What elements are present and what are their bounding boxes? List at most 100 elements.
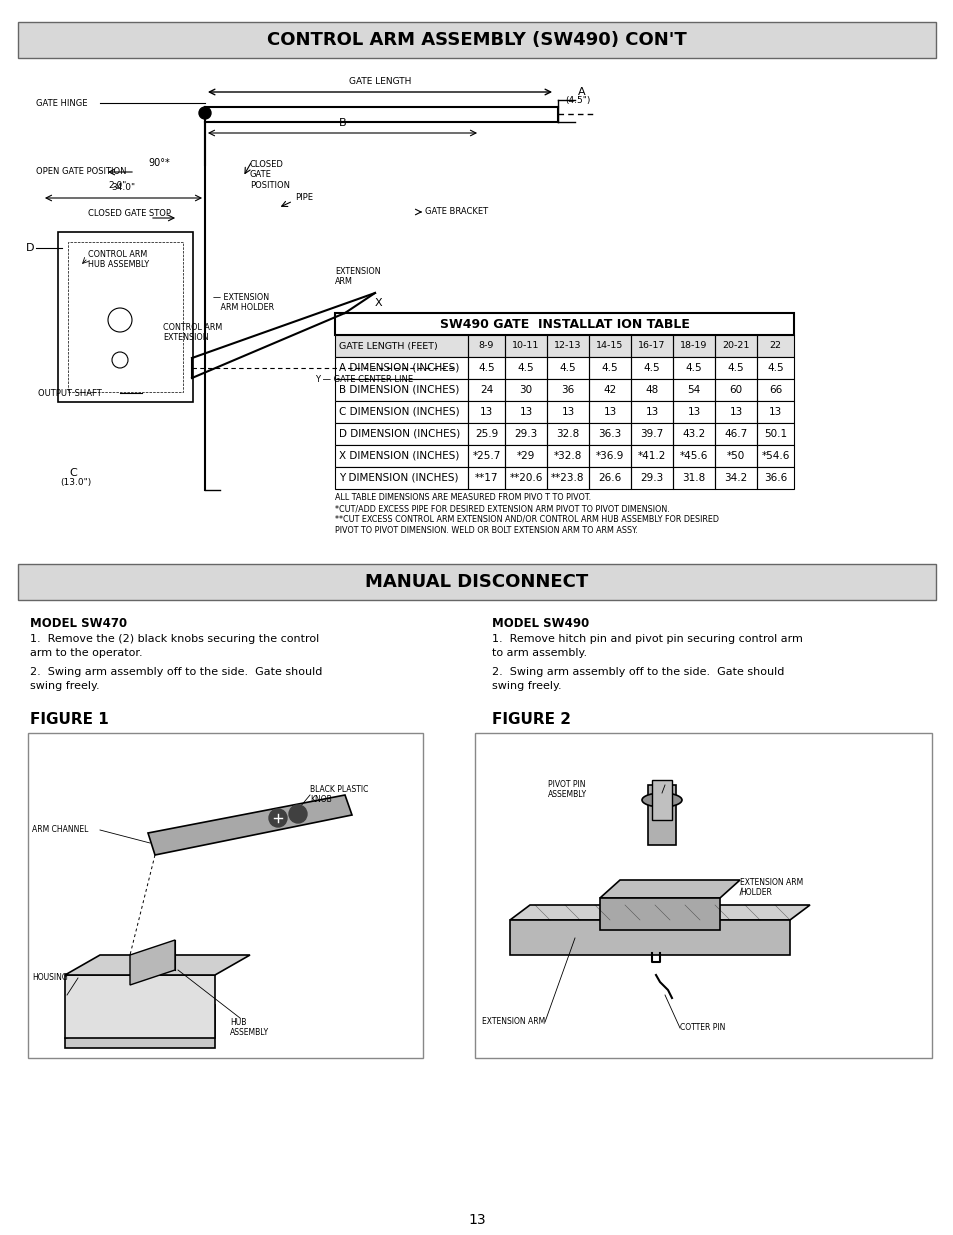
Text: *36.9: *36.9 — [596, 451, 623, 461]
Text: *54.6: *54.6 — [760, 451, 789, 461]
Text: 54: 54 — [687, 385, 700, 395]
Polygon shape — [510, 920, 789, 955]
Text: 43.2: 43.2 — [681, 429, 705, 438]
Text: 46.7: 46.7 — [723, 429, 747, 438]
Text: HUB
ASSEMBLY: HUB ASSEMBLY — [230, 1018, 269, 1037]
Text: CLOSED GATE STOP: CLOSED GATE STOP — [88, 209, 171, 217]
Text: 13: 13 — [560, 408, 574, 417]
Polygon shape — [599, 881, 740, 898]
Text: D DIMENSION (INCHES): D DIMENSION (INCHES) — [338, 429, 459, 438]
Text: 29.3: 29.3 — [639, 473, 663, 483]
Text: OPEN GATE POSITION: OPEN GATE POSITION — [36, 168, 127, 177]
Text: 4.5: 4.5 — [477, 363, 495, 373]
FancyBboxPatch shape — [335, 424, 793, 445]
Text: 16-17: 16-17 — [638, 342, 665, 351]
Text: 32.8: 32.8 — [556, 429, 579, 438]
Text: 13: 13 — [729, 408, 741, 417]
FancyBboxPatch shape — [28, 734, 422, 1058]
Text: 31.8: 31.8 — [681, 473, 705, 483]
Text: B DIMENSION (INCHES): B DIMENSION (INCHES) — [338, 385, 459, 395]
Text: **17: **17 — [475, 473, 497, 483]
Text: 1.  Remove the (2) black knobs securing the control
arm to the operator.: 1. Remove the (2) black knobs securing t… — [30, 634, 319, 658]
Text: 13: 13 — [687, 408, 700, 417]
Text: PIPE: PIPE — [294, 194, 313, 203]
Text: 34.0": 34.0" — [111, 183, 135, 191]
Text: 2.  Swing arm assembly off to the side.  Gate should
swing freely.: 2. Swing arm assembly off to the side. G… — [492, 667, 783, 692]
Text: 10-11: 10-11 — [512, 342, 539, 351]
FancyBboxPatch shape — [335, 357, 793, 379]
Polygon shape — [510, 905, 809, 920]
Text: 4.5: 4.5 — [727, 363, 743, 373]
FancyBboxPatch shape — [18, 22, 935, 58]
Text: **20.6: **20.6 — [509, 473, 542, 483]
Text: 18-19: 18-19 — [679, 342, 707, 351]
Text: 2.0": 2.0" — [109, 180, 127, 189]
FancyBboxPatch shape — [335, 379, 793, 401]
Text: GATE HINGE: GATE HINGE — [36, 99, 88, 107]
Polygon shape — [65, 1005, 214, 1049]
Polygon shape — [130, 940, 174, 986]
Text: 66: 66 — [768, 385, 781, 395]
Text: 25.9: 25.9 — [475, 429, 497, 438]
Text: GATE BRACKET: GATE BRACKET — [424, 207, 488, 216]
Text: — EXTENSION
   ARM HOLDER: — EXTENSION ARM HOLDER — [213, 293, 274, 312]
Text: 12-13: 12-13 — [554, 342, 581, 351]
Text: A DIMENSION (INCHES): A DIMENSION (INCHES) — [338, 363, 459, 373]
Ellipse shape — [641, 793, 681, 806]
FancyBboxPatch shape — [651, 781, 671, 820]
Text: SW490 GATE  INSTALLAT ION TABLE: SW490 GATE INSTALLAT ION TABLE — [439, 317, 689, 331]
FancyBboxPatch shape — [335, 312, 793, 335]
Text: B: B — [339, 119, 347, 128]
Text: D: D — [26, 243, 34, 253]
FancyBboxPatch shape — [58, 232, 193, 403]
Text: *41.2: *41.2 — [638, 451, 665, 461]
Text: Y — GATE CENTER LINE: Y — GATE CENTER LINE — [314, 375, 413, 384]
FancyBboxPatch shape — [647, 785, 676, 845]
Text: 13: 13 — [644, 408, 658, 417]
Text: 36: 36 — [560, 385, 574, 395]
Text: 2.  Swing arm assembly off to the side.  Gate should
swing freely.: 2. Swing arm assembly off to the side. G… — [30, 667, 322, 692]
Text: 90°*: 90°* — [148, 158, 170, 168]
FancyBboxPatch shape — [335, 445, 793, 467]
Text: 4.5: 4.5 — [766, 363, 783, 373]
Text: 1.  Remove hitch pin and pivot pin securing control arm
to arm assembly.: 1. Remove hitch pin and pivot pin securi… — [492, 634, 802, 658]
Text: *45.6: *45.6 — [679, 451, 707, 461]
Text: MANUAL DISCONNECT: MANUAL DISCONNECT — [365, 573, 588, 592]
Text: BLACK PLASTIC
KNOB: BLACK PLASTIC KNOB — [310, 785, 368, 804]
Text: ARM CHANNEL: ARM CHANNEL — [32, 825, 89, 835]
Text: EXTENSION
ARM: EXTENSION ARM — [335, 267, 380, 287]
Text: EXTENSION ARM
HOLDER: EXTENSION ARM HOLDER — [740, 878, 802, 898]
Circle shape — [289, 805, 307, 823]
Text: 8-9: 8-9 — [478, 342, 494, 351]
Text: C DIMENSION (INCHES): C DIMENSION (INCHES) — [338, 408, 459, 417]
Text: GATE LENGTH: GATE LENGTH — [349, 77, 411, 86]
Text: *32.8: *32.8 — [554, 451, 581, 461]
Text: Y DIMENSION (INCHES): Y DIMENSION (INCHES) — [338, 473, 458, 483]
Text: 29.3: 29.3 — [514, 429, 537, 438]
Polygon shape — [148, 795, 352, 855]
Text: PIVOT TO PIVOT DIMENSION. WELD OR BOLT EXTENSION ARM TO ARM ASSY.: PIVOT TO PIVOT DIMENSION. WELD OR BOLT E… — [335, 526, 638, 535]
Text: MODEL SW490: MODEL SW490 — [492, 618, 589, 630]
Text: 13: 13 — [468, 1213, 485, 1228]
Text: (4.5"): (4.5") — [564, 96, 590, 105]
Text: (13.0"): (13.0") — [60, 478, 91, 488]
FancyBboxPatch shape — [335, 335, 793, 357]
Polygon shape — [599, 898, 720, 930]
Text: 36.6: 36.6 — [763, 473, 786, 483]
Text: *29: *29 — [517, 451, 535, 461]
Text: 13: 13 — [479, 408, 493, 417]
Text: 14-15: 14-15 — [596, 342, 623, 351]
FancyBboxPatch shape — [475, 734, 931, 1058]
Text: FIGURE 2: FIGURE 2 — [492, 713, 571, 727]
Text: 42: 42 — [602, 385, 616, 395]
Text: GATE LENGTH (FEET): GATE LENGTH (FEET) — [338, 342, 437, 351]
Text: 30: 30 — [518, 385, 532, 395]
Text: 50.1: 50.1 — [763, 429, 786, 438]
Text: 26.6: 26.6 — [598, 473, 621, 483]
Text: A: A — [578, 86, 585, 98]
Text: 24: 24 — [479, 385, 493, 395]
FancyBboxPatch shape — [18, 564, 935, 600]
Text: 20-21: 20-21 — [721, 342, 749, 351]
Text: 4.5: 4.5 — [517, 363, 534, 373]
Text: CONTROL ARM
HUB ASSEMBLY: CONTROL ARM HUB ASSEMBLY — [88, 249, 149, 269]
